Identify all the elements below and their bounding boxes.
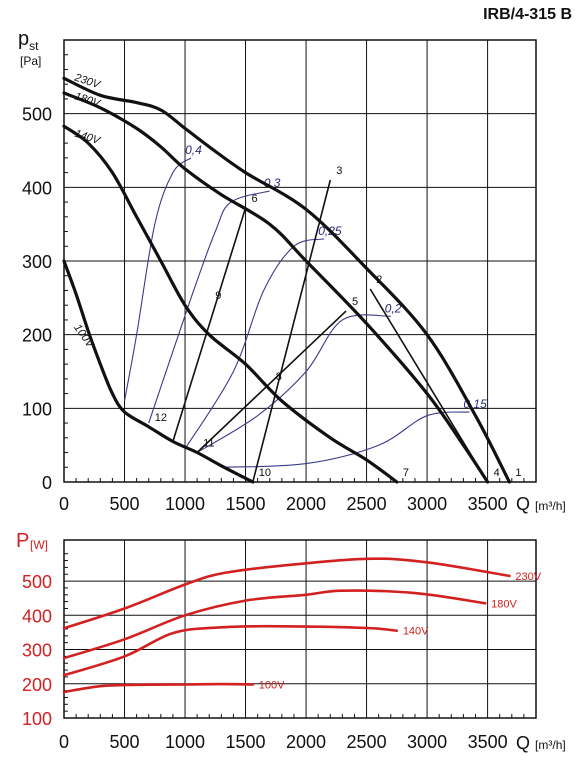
efficiency-curve [221, 411, 470, 468]
efficiency-curve [184, 238, 325, 450]
top-x-tick-label: 3000 [407, 494, 447, 514]
top-y-axis-label: pst [18, 28, 39, 53]
bottom-series-line [62, 557, 511, 630]
system-point-label: 11 [203, 438, 214, 450]
top-x-tick-label: 1500 [226, 494, 266, 514]
bottom-series-label: 100V [259, 679, 285, 691]
top-x-tick-label: 0 [59, 494, 69, 514]
top-x-tick-label: 1000 [165, 494, 205, 514]
bottom-x-tick-label: 500 [109, 732, 139, 752]
bottom-y-tick-label: 200 [22, 675, 52, 695]
top-y-axis-unit: [Pa] [20, 54, 42, 68]
efficiency-curve [196, 314, 391, 453]
top-x-tick-label: 500 [109, 494, 139, 514]
system-point-label: 1 [515, 467, 521, 479]
system-line [172, 207, 247, 442]
top-y-tick-label: 100 [22, 399, 52, 419]
bottom-y-tick-label: 100 [22, 709, 52, 729]
bottom-x-tick-label: 2500 [347, 732, 387, 752]
bottom-series-line [62, 682, 255, 694]
top-y-tick-label: 500 [22, 105, 52, 125]
system-point-label: 5 [352, 296, 358, 308]
system-point-label: 8 [276, 371, 282, 383]
bottom-x-tick-label: 1000 [165, 732, 205, 752]
top-x-axis-label: Q [m³/h] [516, 494, 566, 514]
system-line [252, 179, 332, 483]
chart-title: IRB/4-315 B [483, 6, 572, 23]
system-point-label: 10 [259, 467, 271, 479]
system-line [196, 310, 347, 454]
top-y-tick-label: 200 [22, 326, 52, 346]
system-point-label: 7 [403, 467, 409, 479]
top-series-line [62, 76, 511, 484]
bottom-series-label: 180V [491, 598, 517, 610]
bottom-y-tick-label: 300 [22, 641, 52, 661]
system-point-label: 3 [336, 165, 342, 177]
bottom-series-label: 140V [403, 626, 429, 638]
top-series-line [62, 259, 255, 484]
top-series-line [62, 124, 399, 484]
system-point-label: 6 [252, 193, 258, 205]
system-point-label: 12 [155, 412, 167, 424]
bottom-series-line [62, 624, 399, 677]
efficiency-curve [123, 157, 192, 402]
bottom-x-tick-label: 2000 [286, 732, 326, 752]
bottom-series-label: 230V [515, 571, 541, 583]
top-x-tick-label: 2000 [286, 494, 326, 514]
bottom-y-axis-label: P [16, 530, 30, 552]
bottom-y-tick-label: 400 [22, 606, 52, 626]
efficiency-curve-label: 0,4 [185, 143, 202, 157]
system-point-label: 4 [494, 467, 500, 479]
system-point-label: 9 [215, 290, 221, 302]
top-series-line [62, 91, 490, 484]
bottom-plot-frame [63, 539, 537, 719]
bottom-x-tick-label: 3000 [407, 732, 447, 752]
bottom-y-tick-label: 500 [22, 572, 52, 592]
top-y-tick-label: 300 [22, 252, 52, 272]
bottom-x-tick-label: 3500 [468, 732, 508, 752]
efficiency-curve-label: 0,2 [385, 301, 402, 315]
top-x-tick-label: 3500 [468, 494, 508, 514]
top-y-tick-label: 400 [22, 178, 52, 198]
top-x-tick-label: 2500 [347, 494, 387, 514]
efficiency-curve [148, 190, 270, 424]
bottom-x-axis-label: Q [m³/h] [516, 733, 566, 753]
bottom-series-line [62, 589, 487, 660]
bottom-x-tick-label: 1500 [226, 732, 266, 752]
bottom-x-tick-label: 0 [59, 732, 69, 752]
bottom-y-axis-unit: [W] [30, 538, 48, 552]
top-y-tick-label: 0 [42, 473, 52, 493]
